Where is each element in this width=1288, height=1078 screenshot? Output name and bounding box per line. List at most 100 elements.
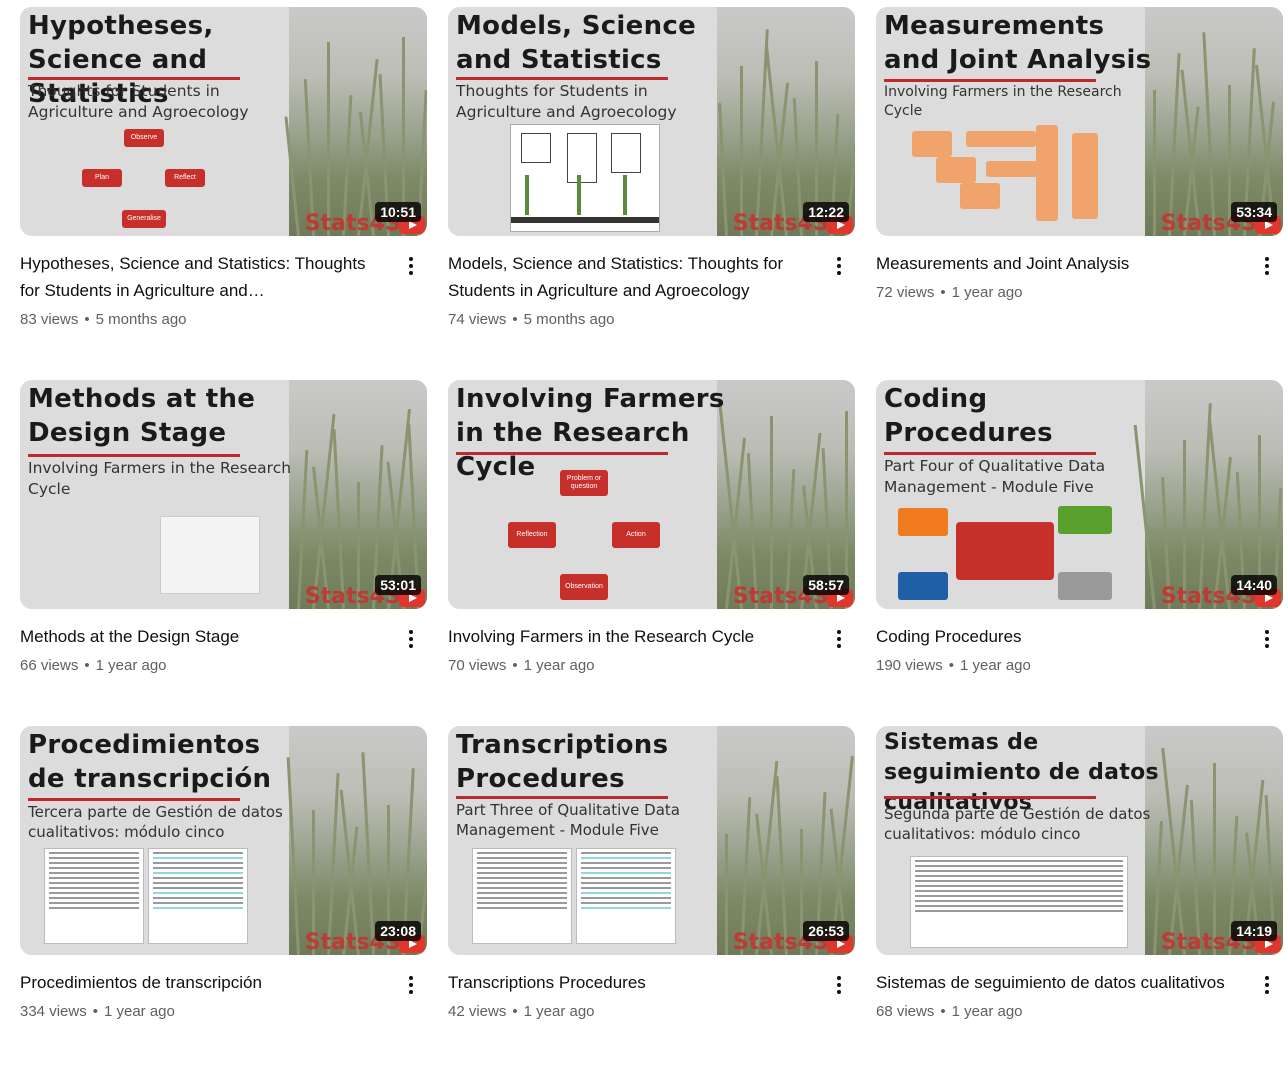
thumbnail-figure bbox=[44, 848, 144, 944]
more-vert-icon[interactable] bbox=[827, 627, 851, 651]
duration-badge: 23:08 bbox=[375, 921, 421, 941]
upload-age: 1 year ago bbox=[523, 1003, 595, 1020]
video-card[interactable]: Transcriptions Procedures Part Three of … bbox=[448, 726, 855, 1022]
video-title[interactable]: Involving Farmers in the Research Cycle bbox=[448, 627, 755, 646]
video-stats: 66 views • 1 year ago bbox=[20, 656, 387, 676]
video-card[interactable]: Sistemas de seguimiento de datos cualita… bbox=[876, 726, 1283, 1022]
figure-box: Observation bbox=[560, 574, 608, 600]
video-card[interactable]: Involving Farmers in the Research Cycle … bbox=[448, 380, 855, 676]
video-thumbnail[interactable]: Measurements and Joint Analysis Involvin… bbox=[876, 7, 1283, 236]
more-vert-icon[interactable] bbox=[1255, 973, 1279, 997]
video-thumbnail[interactable]: Coding Procedures Part Four of Qualitati… bbox=[876, 380, 1283, 609]
thumbnail-subtitle: Segunda parte de Gestión de datos cualit… bbox=[884, 805, 1151, 843]
video-card[interactable]: Methods at the Design Stage Involving Fa… bbox=[20, 380, 427, 676]
thumbnail-subtitle: Part Four of Qualitative Data Management… bbox=[884, 457, 1106, 496]
video-title[interactable]: Hypotheses, Science and Statistics: Thou… bbox=[20, 254, 366, 300]
more-vert-icon[interactable] bbox=[827, 254, 851, 278]
thumbnail-title: Transcriptions Procedures bbox=[456, 730, 669, 794]
video-card[interactable]: Measurements and Joint Analysis Involvin… bbox=[876, 7, 1283, 303]
photo-stalk bbox=[775, 776, 788, 955]
video-meta: Measurements and Joint Analysis 72 views… bbox=[876, 250, 1283, 303]
video-title[interactable]: Sistemas de seguimiento de datos cualita… bbox=[876, 973, 1225, 992]
thumbnail-subtitle: Part Three of Qualitative Data Managemen… bbox=[456, 801, 680, 839]
photo-stalk bbox=[764, 45, 788, 236]
thumbnail-figure bbox=[148, 848, 248, 944]
separator: • bbox=[512, 1003, 518, 1020]
thumbnail-slide bbox=[20, 7, 289, 236]
thumbnail-rule bbox=[884, 452, 1096, 455]
figure-box bbox=[898, 572, 948, 600]
video-meta: Involving Farmers in the Research Cycle … bbox=[448, 623, 855, 676]
video-title[interactable]: Transcriptions Procedures bbox=[448, 973, 646, 992]
video-thumbnail[interactable]: Methods at the Design Stage Involving Fa… bbox=[20, 380, 427, 609]
upload-age: 1 year ago bbox=[103, 1003, 175, 1020]
more-vert-icon[interactable] bbox=[827, 973, 851, 997]
video-title[interactable]: Coding Procedures bbox=[876, 627, 1022, 646]
thumbnail-rule bbox=[884, 796, 1096, 799]
photo-stalk bbox=[401, 37, 405, 236]
video-stats: 334 views • 1 year ago bbox=[20, 1002, 387, 1022]
separator: • bbox=[948, 657, 954, 674]
thumbnail-rule bbox=[456, 77, 668, 80]
separator: • bbox=[512, 311, 518, 328]
thumbnail-title: Sistemas de seguimiento de datos cualita… bbox=[884, 730, 1159, 815]
photo-stalk bbox=[724, 834, 728, 955]
video-meta: Models, Science and Statistics: Thoughts… bbox=[448, 250, 855, 330]
video-thumbnail[interactable]: Sistemas de seguimiento de datos cualita… bbox=[876, 726, 1283, 955]
view-count: 66 views bbox=[20, 657, 79, 674]
thumbnail-figure bbox=[576, 848, 676, 944]
photo-stalk bbox=[717, 103, 728, 236]
separator: • bbox=[940, 284, 946, 301]
view-count: 334 views bbox=[20, 1003, 87, 1020]
video-title[interactable]: Procedimientos de transcripción bbox=[20, 973, 262, 992]
upload-age: 1 year ago bbox=[951, 1003, 1023, 1020]
more-vert-icon[interactable] bbox=[399, 627, 423, 651]
video-stats: 72 views • 1 year ago bbox=[876, 283, 1243, 303]
video-meta: Coding Procedures 190 views • 1 year ago bbox=[876, 623, 1283, 676]
video-card[interactable]: Procedimientos de transcripción Tercera … bbox=[20, 726, 427, 1022]
view-count: 70 views bbox=[448, 657, 507, 674]
video-stats: 74 views • 5 months ago bbox=[448, 310, 815, 330]
thumbnail-photo bbox=[716, 7, 855, 236]
video-thumbnail[interactable]: Transcriptions Procedures Part Three of … bbox=[448, 726, 855, 955]
thumbnail-figure bbox=[910, 856, 1128, 948]
thumbnail-photo bbox=[284, 7, 427, 236]
video-thumbnail[interactable]: Procedimientos de transcripción Tercera … bbox=[20, 726, 427, 955]
figure-box: Action bbox=[612, 522, 660, 548]
more-vert-icon[interactable] bbox=[1255, 627, 1279, 651]
thumbnail-photo bbox=[716, 726, 855, 955]
thumbnail-figure bbox=[472, 848, 572, 944]
duration-badge: 53:01 bbox=[375, 575, 421, 595]
video-stats: 70 views • 1 year ago bbox=[448, 656, 815, 676]
figure-box bbox=[956, 522, 1054, 580]
photo-stalk bbox=[1257, 435, 1261, 609]
duration-badge: 58:57 bbox=[803, 575, 849, 595]
video-title[interactable]: Models, Science and Statistics: Thoughts… bbox=[448, 254, 784, 300]
photo-stalk bbox=[311, 810, 315, 955]
photo-stalk bbox=[1227, 85, 1231, 236]
more-vert-icon[interactable] bbox=[399, 254, 423, 278]
video-meta: Transcriptions Procedures 42 views • 1 yea… bbox=[448, 969, 855, 1022]
video-thumbnail[interactable]: Models, Science and Statistics Thoughts … bbox=[448, 7, 855, 236]
video-title[interactable]: Methods at the Design Stage bbox=[20, 627, 240, 646]
video-thumbnail[interactable]: Involving Farmers in the Research Cycle … bbox=[448, 380, 855, 609]
view-count: 190 views bbox=[876, 657, 943, 674]
duration-badge: 53:34 bbox=[1231, 202, 1277, 222]
video-card[interactable]: Hypotheses, Science and Statistics Thoug… bbox=[20, 7, 427, 330]
thumbnail-title: Coding Procedures bbox=[884, 384, 1053, 448]
photo-stalk bbox=[799, 829, 803, 955]
thumbnail-photo bbox=[288, 380, 427, 609]
figure-box: Problem or question bbox=[560, 470, 608, 496]
photo-stalk bbox=[844, 411, 848, 609]
view-count: 74 views bbox=[448, 311, 507, 328]
video-card[interactable]: Models, Science and Statistics Thoughts … bbox=[448, 7, 855, 330]
video-thumbnail[interactable]: Hypotheses, Science and Statistics Thoug… bbox=[20, 7, 427, 236]
video-title[interactable]: Measurements and Joint Analysis bbox=[876, 254, 1130, 273]
view-count: 68 views bbox=[876, 1003, 935, 1020]
video-card[interactable]: Coding Procedures Part Four of Qualitati… bbox=[876, 380, 1283, 676]
figure-box bbox=[898, 508, 948, 536]
thumbnail-figure bbox=[510, 124, 660, 232]
view-count: 83 views bbox=[20, 311, 79, 328]
more-vert-icon[interactable] bbox=[399, 973, 423, 997]
more-vert-icon[interactable] bbox=[1255, 254, 1279, 278]
